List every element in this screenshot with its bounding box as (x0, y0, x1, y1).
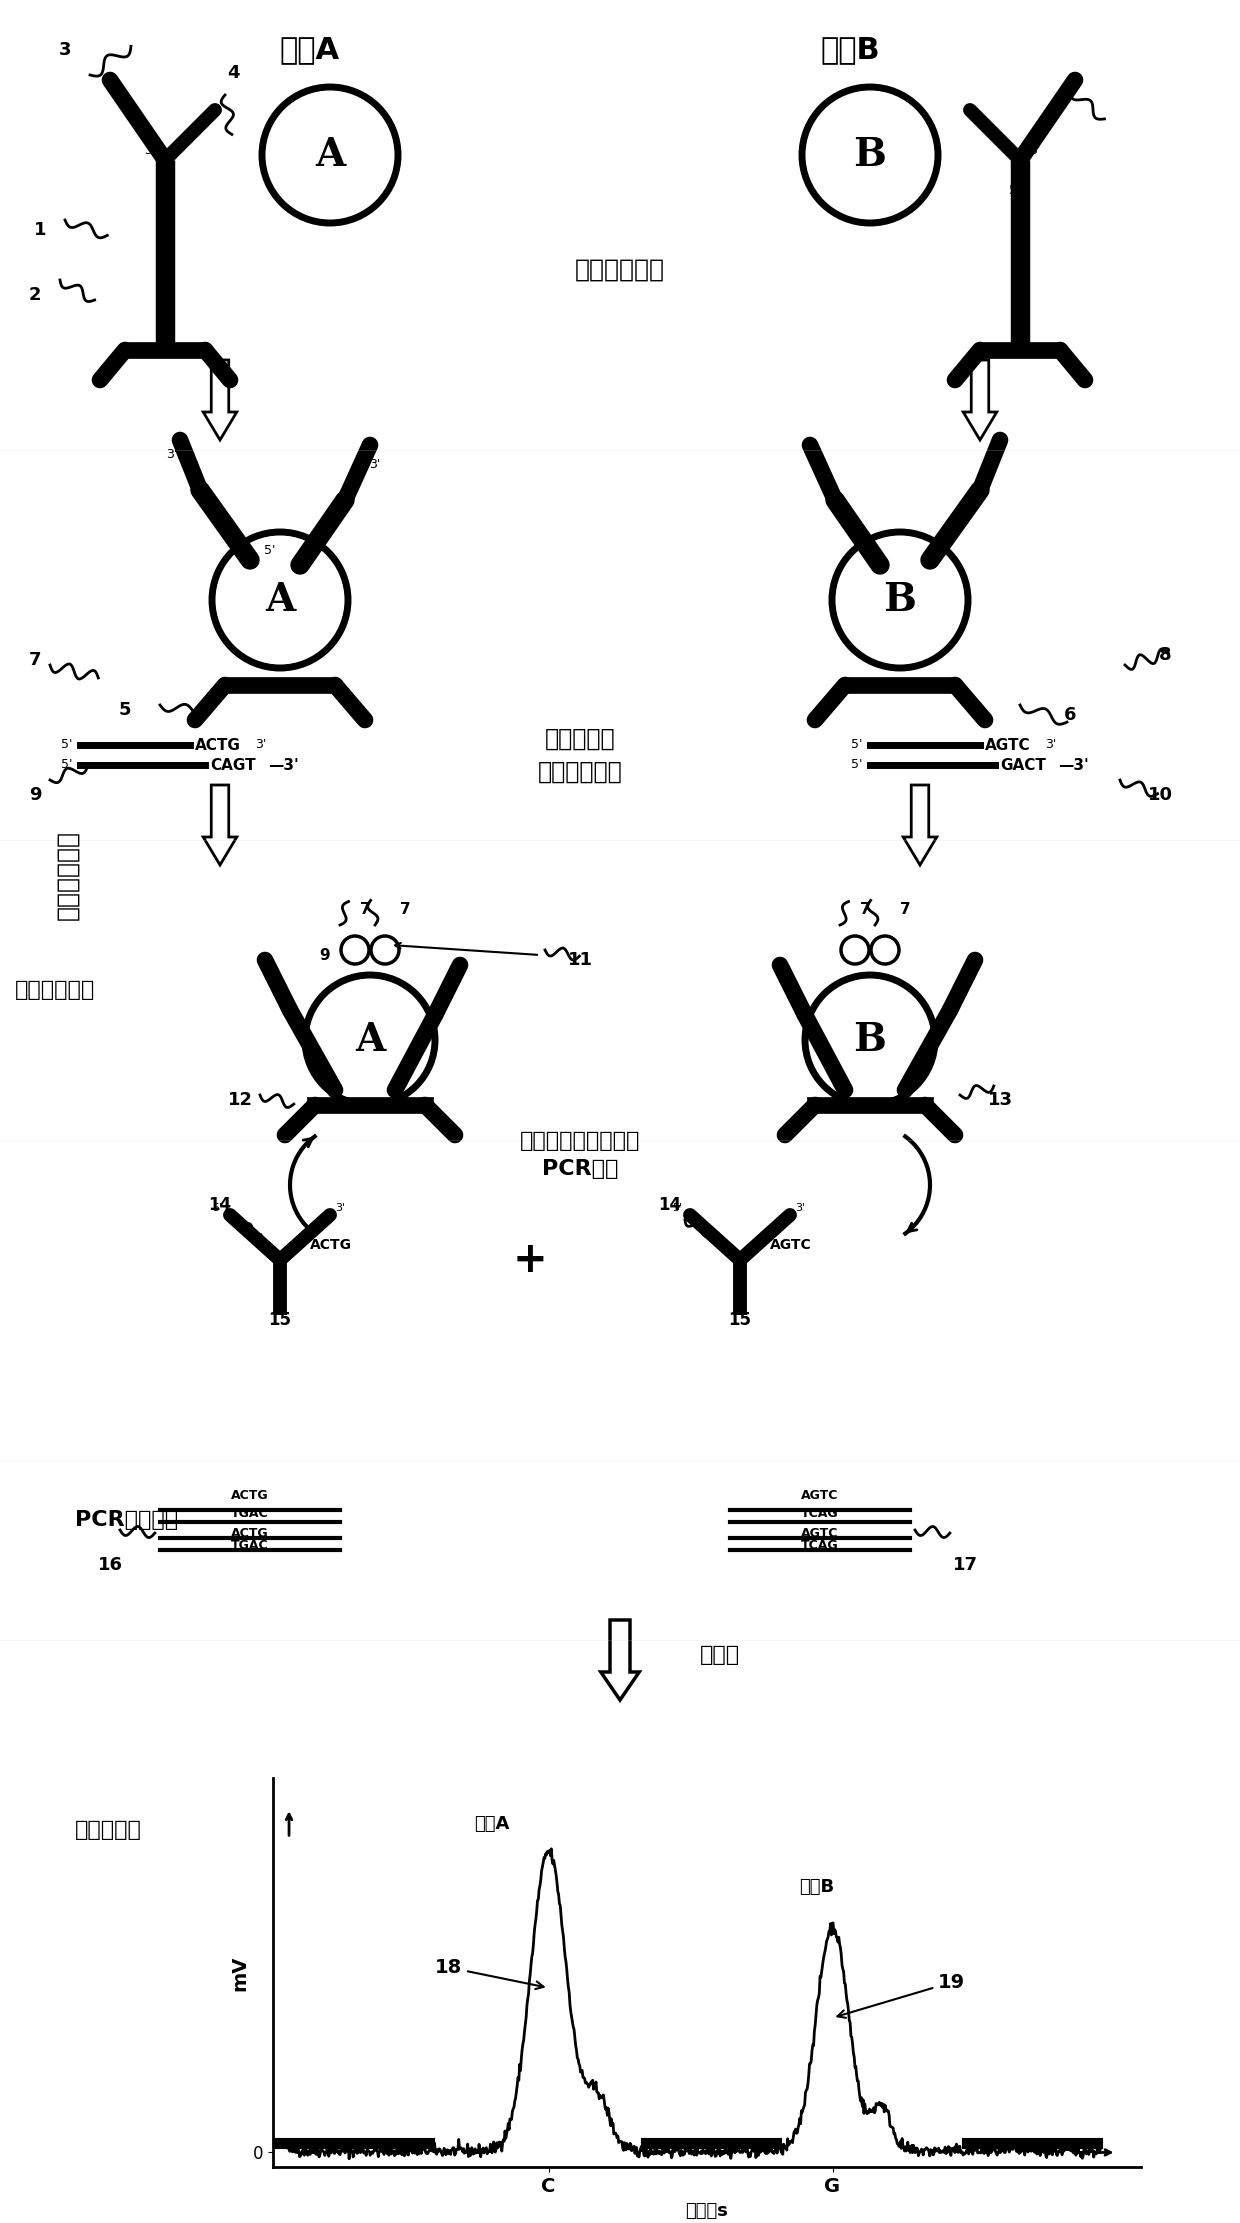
Text: B: B (884, 580, 916, 618)
Text: B: B (853, 1020, 887, 1058)
Text: 5': 5' (852, 738, 863, 751)
Text: AGTC: AGTC (801, 1527, 838, 1541)
Text: 5': 5' (1009, 185, 1021, 196)
Text: A: A (355, 1020, 386, 1058)
Text: 5': 5' (212, 1203, 222, 1214)
Text: 3': 3' (1029, 144, 1040, 156)
Text: 7: 7 (29, 651, 41, 669)
Text: 焦测序: 焦测序 (701, 1645, 740, 1665)
Text: 13: 13 (987, 1091, 1013, 1109)
Text: 7: 7 (859, 903, 870, 918)
Text: 5': 5' (672, 1203, 682, 1214)
Text: 5': 5' (164, 185, 176, 196)
Text: —3': —3' (268, 758, 299, 774)
Text: 1: 1 (33, 220, 46, 240)
Text: ACTG: ACTG (310, 1238, 352, 1252)
Text: CAGT: CAGT (210, 758, 255, 774)
Text: 5': 5' (264, 542, 275, 556)
Text: 10: 10 (1147, 787, 1173, 805)
Text: 来源A: 来源A (474, 1816, 510, 1834)
Text: AGTC: AGTC (770, 1238, 812, 1252)
Text: AGTC: AGTC (985, 738, 1030, 754)
Text: TGAC: TGAC (231, 1538, 269, 1552)
Text: 连接反应产物: 连接反应产物 (15, 980, 95, 1000)
Text: 3': 3' (1045, 738, 1056, 751)
Text: 17: 17 (952, 1556, 977, 1574)
Text: AGTC: AGTC (801, 1489, 838, 1503)
Text: 来源特异性
邻位连接反应: 来源特异性 邻位连接反应 (538, 727, 622, 785)
Text: 5': 5' (62, 738, 73, 751)
Text: 19: 19 (837, 1972, 965, 2018)
Text: TCAG: TCAG (801, 1538, 838, 1552)
Text: 来源A: 来源A (280, 36, 340, 64)
Text: 8: 8 (1158, 647, 1172, 665)
Text: A: A (265, 580, 295, 618)
Text: 3: 3 (58, 40, 71, 60)
Text: 连接反应产物: 连接反应产物 (55, 829, 79, 920)
Text: 3': 3' (335, 1203, 345, 1214)
Text: 4: 4 (227, 64, 239, 82)
Text: 16: 16 (98, 1556, 123, 1574)
Text: 14: 14 (658, 1196, 682, 1214)
Text: 7: 7 (900, 903, 910, 918)
Text: 15: 15 (269, 1312, 291, 1329)
Text: 14: 14 (208, 1196, 232, 1214)
Text: +: + (512, 1238, 547, 1280)
Y-axis label: mV: mV (231, 1956, 249, 1990)
Text: 来源B: 来源B (799, 1878, 833, 1896)
Text: 2: 2 (29, 287, 41, 305)
Text: 15: 15 (729, 1312, 751, 1329)
Text: 5: 5 (119, 700, 131, 718)
Text: B: B (853, 136, 887, 173)
Text: 9: 9 (29, 787, 41, 805)
Text: TCAG: TCAG (801, 1507, 838, 1521)
Text: ACTG: ACTG (231, 1489, 269, 1503)
Text: 3': 3' (166, 449, 177, 462)
Text: PCR扩增产物: PCR扩增产物 (74, 1509, 179, 1529)
Text: 3': 3' (144, 144, 156, 156)
Text: GACT: GACT (999, 758, 1045, 774)
Text: 18: 18 (435, 1958, 543, 1990)
Text: ACTG: ACTG (195, 738, 241, 754)
Text: A: A (315, 136, 345, 173)
Text: 连接产物等体积混合
PCR扩增: 连接产物等体积混合 PCR扩增 (520, 1132, 640, 1178)
Text: 7: 7 (360, 903, 371, 918)
Text: ACTG: ACTG (231, 1527, 269, 1541)
Text: 5': 5' (852, 758, 863, 771)
Text: 7: 7 (399, 903, 410, 918)
Text: 3': 3' (370, 458, 381, 471)
Text: TGAC: TGAC (231, 1507, 269, 1521)
Text: 3': 3' (255, 738, 267, 751)
Text: 抗原抗体反应: 抗原抗体反应 (575, 258, 665, 282)
Text: 来源B: 来源B (820, 36, 880, 64)
Text: 焦测序结果: 焦测序结果 (74, 1821, 141, 1841)
Text: 11: 11 (568, 951, 593, 969)
Text: 3': 3' (795, 1203, 805, 1214)
X-axis label: 时间，s: 时间，s (686, 2201, 728, 2221)
Text: 5': 5' (62, 758, 73, 771)
Text: 6: 6 (1064, 707, 1076, 725)
Text: 12: 12 (227, 1091, 253, 1109)
Text: 9: 9 (320, 947, 330, 963)
Text: —3': —3' (1058, 758, 1089, 774)
